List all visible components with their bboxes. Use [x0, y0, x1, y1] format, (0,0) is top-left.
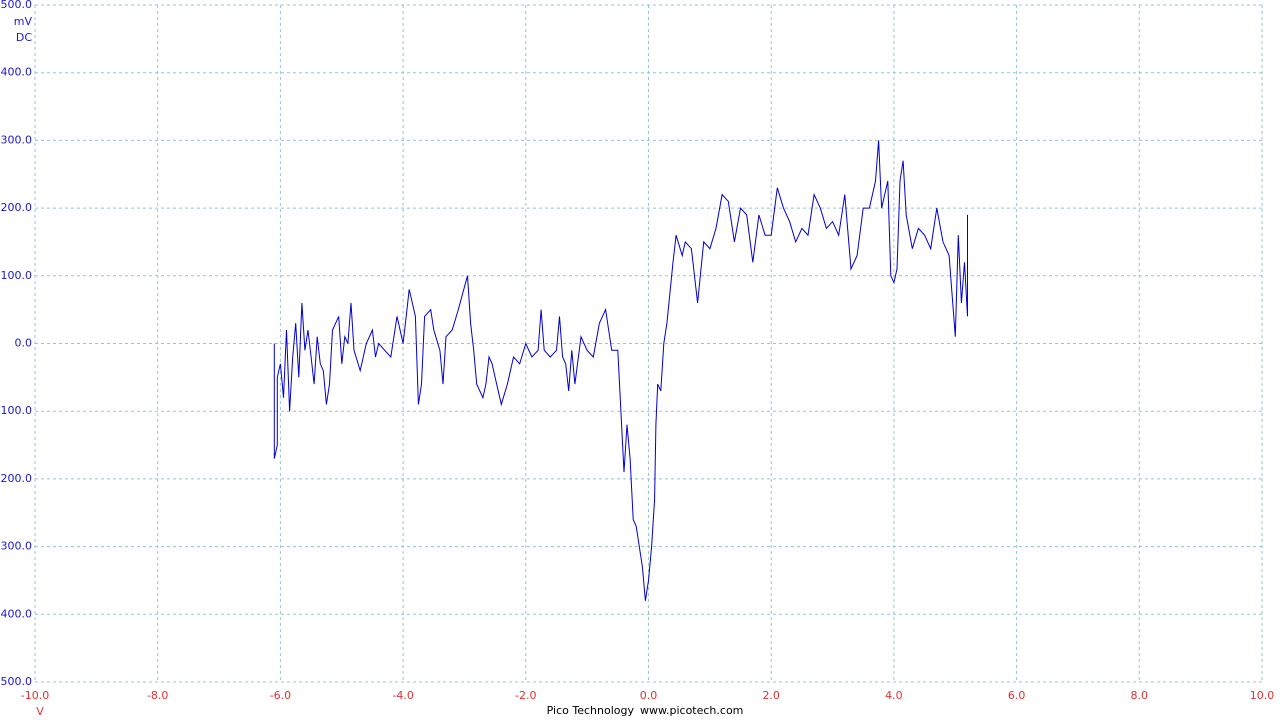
x-tick-label: -8.0: [147, 689, 168, 702]
x-tick-label: -2.0: [515, 689, 536, 702]
y-tick-label: -400.0: [0, 607, 32, 620]
y-tick-label: -300.0: [0, 540, 32, 553]
x-unit: V: [36, 705, 44, 718]
y-tick-label: -500.0: [0, 675, 32, 688]
x-tick-label: 4.0: [885, 689, 903, 702]
coupling: DC: [16, 31, 32, 44]
y-tick-label: 500.0: [1, 0, 33, 11]
y-tick-label: 200.0: [1, 201, 33, 214]
x-tick-label: 6.0: [1008, 689, 1026, 702]
y-tick-label: 0.0: [15, 337, 33, 350]
x-tick-label: -4.0: [392, 689, 413, 702]
x-tick-label: 0.0: [640, 689, 658, 702]
y-tick-label: -100.0: [0, 404, 32, 417]
y-tick-label: 400.0: [1, 66, 33, 79]
y-tick-label: 300.0: [1, 133, 33, 146]
x-tick-label: 8.0: [1131, 689, 1149, 702]
footer-left: Pico Technology: [547, 704, 635, 717]
footer-right: www.picotech.com: [640, 704, 743, 717]
x-tick-label: 10.0: [1250, 689, 1275, 702]
x-tick-label: 2.0: [762, 689, 780, 702]
y-unit: mV: [14, 15, 33, 28]
x-tick-label: -6.0: [270, 689, 291, 702]
x-tick-label: -10.0: [21, 689, 49, 702]
y-tick-label: -200.0: [0, 472, 32, 485]
trace: [273, 140, 968, 601]
y-tick-label: 100.0: [1, 269, 33, 282]
